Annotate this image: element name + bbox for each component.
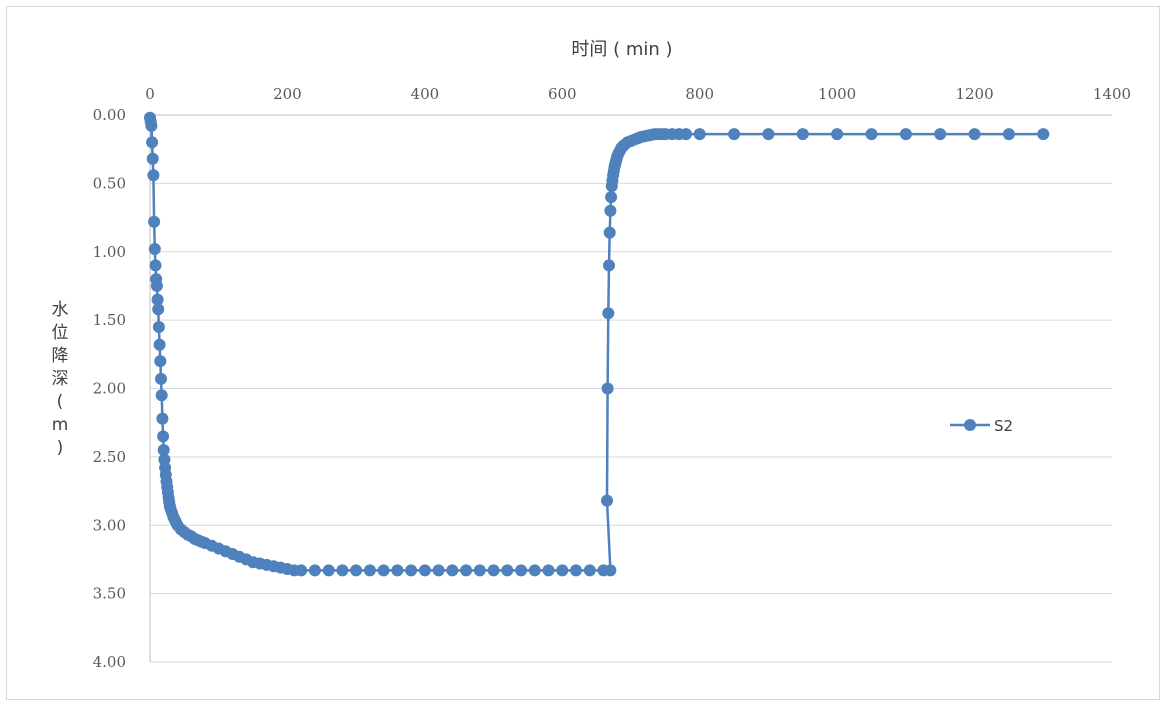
y-axis-title-char: 位 (52, 323, 69, 343)
data-point (934, 128, 947, 141)
data-point (295, 564, 308, 577)
data-point (528, 564, 541, 577)
y-axis-title-char: 降 (52, 346, 69, 366)
y-tick-label: 3.00 (93, 516, 126, 534)
series-line (148, 117, 1044, 572)
data-point (377, 564, 390, 577)
data-point (152, 303, 165, 316)
legend-label-s2: S2 (994, 417, 1013, 435)
data-point (1002, 128, 1015, 141)
y-axis-title-char: m (52, 415, 69, 435)
data-point (693, 128, 706, 141)
data-point (556, 564, 569, 577)
gridlines (150, 182, 1112, 663)
x-axis-title: 时间 ( min ) (571, 39, 672, 60)
data-point (152, 321, 165, 333)
y-tick-label: 3.50 (93, 585, 126, 603)
data-point (604, 564, 617, 577)
data-point (322, 564, 335, 577)
data-point (148, 215, 161, 228)
data-point (149, 259, 162, 272)
data-point (604, 204, 617, 217)
data-point (542, 564, 555, 577)
data-point (363, 564, 376, 577)
data-point (515, 564, 528, 577)
chart-frame (6, 6, 1160, 700)
y-axis-title-char: ) (57, 438, 64, 458)
data-point (150, 279, 163, 292)
x-tick-label: 400 (411, 85, 440, 103)
data-point (153, 338, 166, 351)
axes (149, 114, 1112, 662)
data-point (350, 564, 363, 577)
data-point (391, 564, 404, 577)
data-point (831, 128, 844, 141)
data-point (154, 355, 167, 368)
data-point (157, 444, 170, 456)
x-tick-label: 600 (548, 85, 577, 103)
data-point (1037, 128, 1050, 141)
x-tick-label: 1400 (1093, 85, 1131, 103)
x-tick-label: 1000 (818, 85, 856, 103)
data-point (157, 430, 170, 443)
legend: S2 (950, 417, 1013, 435)
y-axis-title-char: 水 (52, 300, 69, 320)
data-point (762, 128, 775, 141)
data-point (583, 564, 596, 577)
y-tick-label: 2.00 (93, 380, 126, 398)
x-tick-label: 1200 (955, 85, 993, 103)
data-point (603, 226, 616, 239)
y-tick-label: 0.50 (93, 174, 126, 192)
series-s2 (144, 111, 1050, 577)
data-point (501, 564, 514, 577)
data-point (446, 564, 459, 577)
y-axis-title-char: 深 (52, 369, 69, 389)
data-point (405, 564, 418, 577)
data-point (605, 191, 618, 204)
data-point (145, 119, 158, 132)
data-point (146, 136, 159, 149)
data-point (728, 128, 741, 141)
data-point (968, 128, 981, 141)
y-axis-title-char: ( (57, 392, 64, 412)
data-point (899, 128, 912, 141)
data-point (601, 382, 614, 395)
data-point (602, 307, 615, 320)
legend-marker (964, 419, 976, 431)
data-point (147, 169, 160, 182)
data-point (155, 389, 168, 402)
data-point (155, 372, 167, 385)
x-tick-labels: 0 200 400 600 800 1000 1200 1400 (145, 85, 1131, 103)
data-point (151, 293, 164, 306)
data-point (146, 152, 159, 165)
data-point (418, 564, 431, 577)
x-tick-label: 0 (145, 85, 155, 103)
y-tick-label: 0.00 (93, 106, 126, 124)
data-point (156, 412, 169, 425)
data-point (473, 564, 486, 577)
data-point (796, 128, 809, 141)
data-point (460, 564, 473, 577)
data-point (432, 564, 445, 577)
data-point (487, 564, 500, 577)
x-tick-label: 200 (273, 85, 302, 103)
y-tick-label: 2.50 (93, 448, 126, 466)
y-tick-label: 1.00 (93, 243, 126, 261)
data-point (601, 494, 613, 507)
data-point (336, 564, 349, 577)
y-tick-label: 1.50 (93, 311, 126, 329)
data-point (680, 128, 692, 141)
y-tick-label: 4.00 (93, 653, 126, 671)
x-tick-label: 800 (685, 85, 714, 103)
data-point (308, 564, 321, 577)
data-point (865, 128, 878, 141)
data-point (148, 243, 161, 255)
y-tick-labels: 0.00 0.50 1.00 1.50 2.00 2.50 3.00 3.50 4.00 (93, 106, 126, 671)
data-point (603, 259, 615, 272)
data-point (570, 564, 582, 577)
